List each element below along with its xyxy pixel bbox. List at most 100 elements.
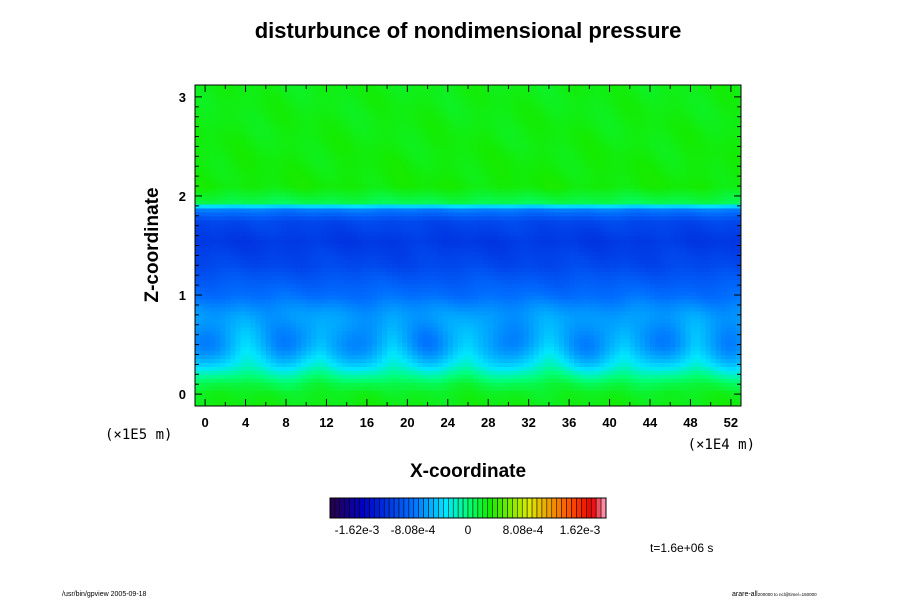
heatmap-cell xyxy=(710,235,717,241)
heatmap-cell xyxy=(387,255,393,260)
heatmap-cell xyxy=(245,374,252,379)
heatmap-cell xyxy=(730,255,737,260)
heatmap-cell xyxy=(569,267,575,272)
heatmap-cell xyxy=(326,306,333,312)
heatmap-cell xyxy=(452,362,459,367)
heatmap-cell xyxy=(478,310,484,316)
heatmap-cell xyxy=(260,227,267,233)
heatmap-cell xyxy=(720,354,727,360)
heatmap-cell xyxy=(240,354,247,360)
heatmap-cell xyxy=(200,259,206,264)
heatmap-cell xyxy=(235,394,242,399)
heatmap-cell xyxy=(553,334,560,340)
heatmap-cell xyxy=(412,299,419,304)
heatmap-cell xyxy=(720,310,727,316)
heatmap-cell xyxy=(452,275,459,280)
heatmap-cell xyxy=(205,302,211,308)
heatmap-cell xyxy=(205,382,211,387)
heatmap-cell xyxy=(518,374,525,379)
heatmap-cell xyxy=(437,378,444,383)
heatmap-cell xyxy=(402,255,408,260)
heatmap-cell xyxy=(407,338,413,344)
heatmap-cell xyxy=(685,378,692,383)
heatmap-cell xyxy=(301,342,307,348)
heatmap-cell xyxy=(644,267,651,272)
heatmap-cell xyxy=(402,223,408,229)
heatmap-cell xyxy=(655,259,661,264)
heatmap-cell xyxy=(462,223,469,229)
heatmap-cell xyxy=(250,295,257,300)
heatmap-cell xyxy=(705,271,712,276)
heatmap-cell xyxy=(462,342,469,348)
heatmap-cell xyxy=(422,295,429,300)
heatmap-cell xyxy=(275,370,282,375)
heatmap-cell xyxy=(488,402,494,406)
heatmap-cell xyxy=(291,239,297,245)
heatmap-cell xyxy=(639,239,646,245)
heatmap-cell xyxy=(629,350,636,356)
heatmap-cell xyxy=(548,346,555,352)
heatmap-cell xyxy=(301,378,307,383)
heatmap-cell xyxy=(291,390,297,395)
heatmap-cell xyxy=(346,370,353,375)
heatmap-cell xyxy=(422,263,429,268)
heatmap-cell xyxy=(665,398,671,403)
heatmap-cell xyxy=(584,251,590,256)
heatmap-cell xyxy=(675,338,681,344)
heatmap-cell xyxy=(473,362,479,367)
heatmap-cell xyxy=(735,227,741,233)
heatmap-cell xyxy=(579,263,585,268)
heatmap-cell xyxy=(341,390,348,395)
heatmap-cell xyxy=(316,362,322,367)
heatmap-cell xyxy=(397,390,403,395)
heatmap-cell xyxy=(366,326,373,332)
heatmap-cell xyxy=(715,318,722,324)
heatmap-cell xyxy=(296,247,302,253)
heatmap-cell xyxy=(235,243,242,249)
heatmap-cell xyxy=(660,231,666,237)
heatmap-cell xyxy=(468,346,474,352)
heatmap-cell xyxy=(452,263,459,268)
heatmap-cell xyxy=(326,275,333,280)
heatmap-cell xyxy=(306,235,312,241)
heatmap-cell xyxy=(614,302,621,308)
heatmap-cell xyxy=(341,314,348,320)
heatmap-cell xyxy=(670,291,676,296)
heatmap-cell xyxy=(488,291,494,296)
heatmap-cell xyxy=(634,235,641,241)
heatmap-cell xyxy=(675,251,681,256)
heatmap-cell xyxy=(564,346,570,352)
heatmap-cell xyxy=(508,398,515,403)
heatmap-cell xyxy=(442,386,449,391)
heatmap-cell xyxy=(559,299,565,304)
heatmap-cell xyxy=(533,287,540,292)
heatmap-cell xyxy=(493,366,499,371)
heatmap-cell xyxy=(351,302,358,308)
heatmap-cell xyxy=(675,390,681,395)
heatmap-cell xyxy=(215,354,221,360)
heatmap-cell xyxy=(215,338,221,344)
heatmap-cell xyxy=(422,243,429,249)
heatmap-cell xyxy=(275,326,282,332)
heatmap-cell xyxy=(725,306,732,312)
heatmap-cell xyxy=(538,247,545,253)
heatmap-cell xyxy=(205,318,211,324)
heatmap-cell xyxy=(473,350,479,356)
heatmap-cell xyxy=(351,402,358,406)
heatmap-cell xyxy=(548,231,555,237)
heatmap-cell xyxy=(660,386,666,391)
heatmap-cell xyxy=(543,231,550,237)
heatmap-cell xyxy=(417,342,424,348)
heatmap-cell xyxy=(311,318,317,324)
heatmap-cell xyxy=(402,334,408,340)
heatmap-cell xyxy=(306,334,312,340)
heatmap-cell xyxy=(650,326,656,332)
heatmap-cell xyxy=(604,302,611,308)
heatmap-cell xyxy=(614,247,621,253)
heatmap-cell xyxy=(735,318,741,324)
heatmap-cell xyxy=(377,291,383,296)
heatmap-cell xyxy=(670,318,676,324)
heatmap-cell xyxy=(730,342,737,348)
heatmap-cell xyxy=(265,354,272,360)
heatmap-cell xyxy=(594,239,601,245)
